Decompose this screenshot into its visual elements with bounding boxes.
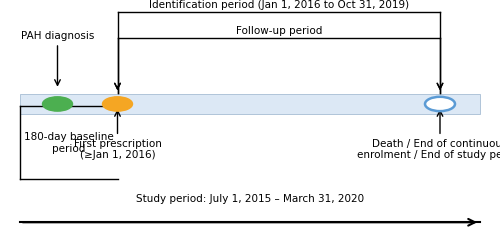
Text: Follow-up period: Follow-up period <box>236 26 322 36</box>
Ellipse shape <box>425 97 455 111</box>
Ellipse shape <box>102 97 132 111</box>
FancyBboxPatch shape <box>20 94 480 114</box>
Text: Death / End of continuous
enrolment / End of study period: Death / End of continuous enrolment / En… <box>357 139 500 160</box>
Text: Study period: July 1, 2015 – March 31, 2020: Study period: July 1, 2015 – March 31, 2… <box>136 194 364 204</box>
Text: First prescription
(≥Jan 1, 2016): First prescription (≥Jan 1, 2016) <box>74 139 162 160</box>
Text: Identification period (Jan 1, 2016 to Oct 31, 2019): Identification period (Jan 1, 2016 to Oc… <box>148 0 409 10</box>
Ellipse shape <box>42 97 72 111</box>
Text: PAH diagnosis: PAH diagnosis <box>21 31 94 41</box>
Text: 180-day baseline
period: 180-day baseline period <box>24 132 114 154</box>
